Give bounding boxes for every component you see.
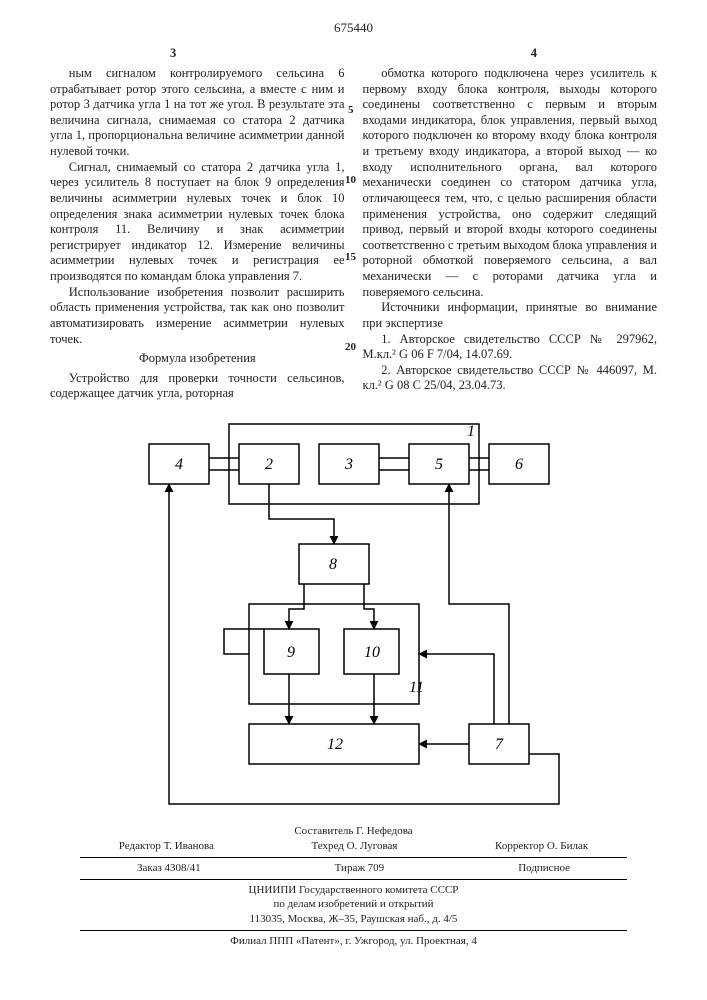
margin-num-20: 20: [345, 341, 356, 355]
diagram-label-5: 5: [435, 456, 443, 473]
diagram-line-6: [269, 484, 334, 544]
compiler: Составитель Г. Нефедова: [50, 824, 657, 839]
diagram-line-8: [364, 584, 374, 629]
para: обмотка которого подключена через усилит…: [363, 66, 658, 300]
para: Сигнал, снимаемый со статора 2 датчика у…: [50, 160, 345, 285]
sources-title: Источники информации, принятые во вниман…: [363, 300, 658, 331]
diagram-label-4: 4: [175, 456, 183, 473]
diagram-label-9: 9: [287, 644, 295, 661]
editor: Редактор Т. Иванова: [119, 839, 214, 854]
source: 2. Авторское свидетельство СССР № 446097…: [363, 363, 658, 394]
diagram-label-7: 7: [495, 736, 504, 753]
col-left-num: 3: [170, 46, 176, 62]
divider: [80, 857, 627, 858]
diagram-label-6: 6: [515, 456, 523, 473]
para: ным сигналом контролируемого сельсина 6 …: [50, 66, 345, 160]
diagram-label-8: 8: [329, 556, 337, 573]
org-line: ЦНИИПИ Государственного комитета СССР: [50, 883, 657, 898]
tech: Техред О. Луговая: [311, 839, 397, 854]
diagram-line-13: [449, 484, 509, 724]
footer: Составитель Г. Нефедова Редактор Т. Иван…: [50, 824, 657, 949]
para: Использование изобретения позволит расши…: [50, 285, 345, 348]
source: 1. Авторское свидетельство СССР № 297962…: [363, 332, 658, 363]
margin-num-10: 10: [345, 174, 356, 188]
tirazh: Тираж 709: [335, 861, 385, 876]
margin-num-5: 5: [348, 104, 354, 118]
addr-line: 113035, Москва, Ж–35, Раушская наб., д. …: [50, 912, 657, 927]
doc-number: 675440: [50, 20, 657, 36]
column-numbers: 3 4: [50, 46, 657, 62]
page: 675440 3 4 5 10 15 20 ным сигналом контр…: [0, 0, 707, 1000]
col-right-num: 4: [531, 46, 537, 62]
diagram-label-12: 12: [327, 736, 343, 753]
podpisnoe: Подписное: [518, 861, 570, 876]
block-diagram: 1 4 2 3 5 6 8 11 9 10 12 7: [139, 414, 569, 814]
diagram-line-12: [419, 654, 494, 724]
diagram-label-10: 10: [364, 644, 380, 661]
diagram-label-2: 2: [265, 456, 273, 473]
formula-title: Формула изобретения: [50, 351, 345, 367]
corrector: Корректор О. Билак: [495, 839, 588, 854]
org-line: по делам изобретений и открытий: [50, 897, 657, 912]
divider: [80, 879, 627, 880]
diagram-label-11: 11: [409, 679, 424, 696]
diagram-line-15: [224, 629, 264, 654]
addr-line: Филиал ППП «Патент», г. Ужгород, ул. Про…: [50, 934, 657, 949]
diagram-label-1: 1: [467, 423, 475, 440]
diagram-line-7: [289, 584, 304, 629]
diagram-label-3: 3: [344, 456, 353, 473]
order: Заказ 4308/41: [137, 861, 201, 876]
diagram-box-11: [249, 604, 419, 704]
margin-num-15: 15: [345, 251, 356, 265]
divider: [80, 930, 627, 931]
para: Устройство для проверки точности сельсин…: [50, 371, 345, 402]
